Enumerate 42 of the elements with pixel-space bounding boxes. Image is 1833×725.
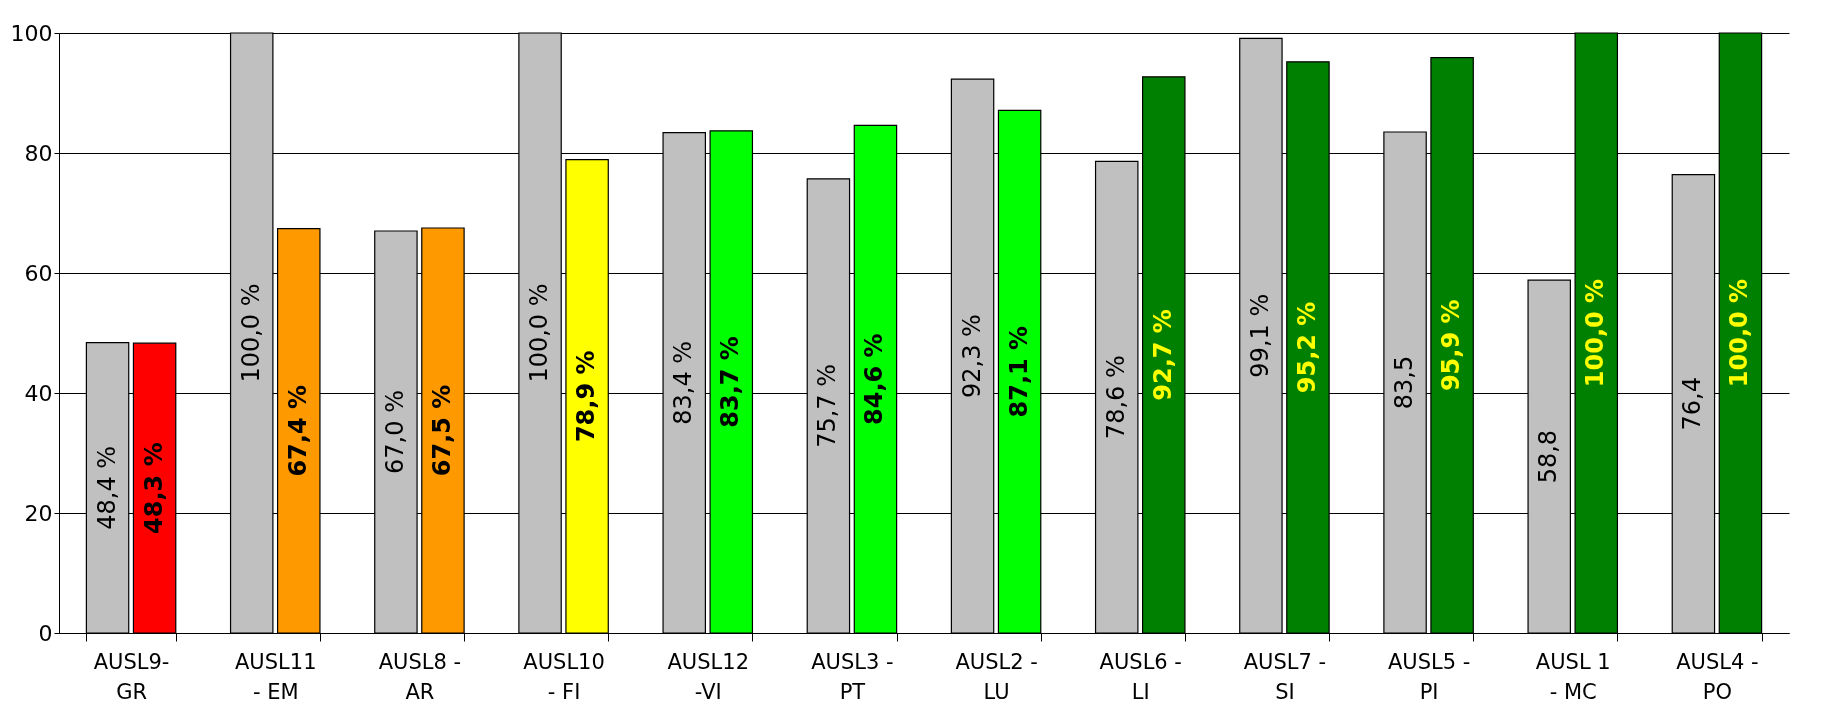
data-label: 78,6 % bbox=[1101, 355, 1130, 440]
data-label: 100,0 % bbox=[1725, 278, 1754, 388]
data-label: 83,4 % bbox=[669, 340, 698, 425]
data-label: 78,9 % bbox=[572, 350, 601, 443]
x-tick-label: AUSL3 - PT bbox=[811, 649, 894, 704]
data-label: 84,6 % bbox=[860, 333, 889, 426]
x-tick-label: AUSL8 - AR bbox=[378, 649, 462, 704]
y-tick-label: 80 bbox=[24, 140, 53, 166]
data-label: 67,4 % bbox=[283, 384, 312, 477]
y-tick-label: 60 bbox=[24, 260, 53, 286]
x-tick-label: AUSL10 - FI bbox=[523, 649, 605, 704]
data-label: 67,5 % bbox=[427, 384, 456, 477]
x-tick-label: AUSL 1 - MC bbox=[1535, 649, 1611, 704]
data-label: 48,3 % bbox=[139, 442, 168, 534]
y-tick-label: 20 bbox=[24, 500, 53, 526]
data-label: 100,0 % bbox=[1581, 278, 1610, 388]
data-label: 67,0 % bbox=[380, 390, 409, 474]
data-label: 83,7 % bbox=[716, 336, 745, 428]
data-label: 100,0 % bbox=[525, 283, 554, 383]
data-label: 95,2 % bbox=[1292, 301, 1321, 394]
x-tick-label: AUSL9-GR bbox=[93, 649, 170, 704]
data-label: 99,1 % bbox=[1245, 293, 1274, 378]
data-label: 83,5 bbox=[1390, 355, 1419, 410]
data-label: 76,4 bbox=[1678, 377, 1707, 431]
y-tick-label: 100 bbox=[10, 20, 53, 46]
y-tick-label: 40 bbox=[24, 380, 53, 406]
data-label: 87,1 % bbox=[1004, 325, 1033, 418]
data-label: 100,0 % bbox=[236, 283, 265, 383]
data-label: 58,8 bbox=[1534, 429, 1563, 484]
data-label: 48,4 % bbox=[92, 445, 121, 530]
data-label: 92,7 % bbox=[1148, 309, 1177, 401]
data-label: 75,7 % bbox=[813, 363, 842, 448]
x-tick-label: AUSL12 -VI bbox=[667, 649, 749, 704]
data-label: 92,3 % bbox=[957, 314, 986, 399]
x-tick-label: AUSL7 - SI bbox=[1243, 649, 1327, 704]
data-label: 95,9 % bbox=[1437, 299, 1466, 392]
x-tick-label: AUSL2 - LU bbox=[955, 649, 1038, 704]
x-tick-label: AUSL11 - EM bbox=[235, 649, 317, 704]
y-tick-label: 0 bbox=[38, 620, 53, 646]
x-tick-label: AUSL5 - PI bbox=[1387, 649, 1471, 704]
x-tick-label: AUSL4 - PO bbox=[1676, 649, 1759, 704]
x-tick-label: AUSL6 - LI bbox=[1099, 649, 1182, 704]
